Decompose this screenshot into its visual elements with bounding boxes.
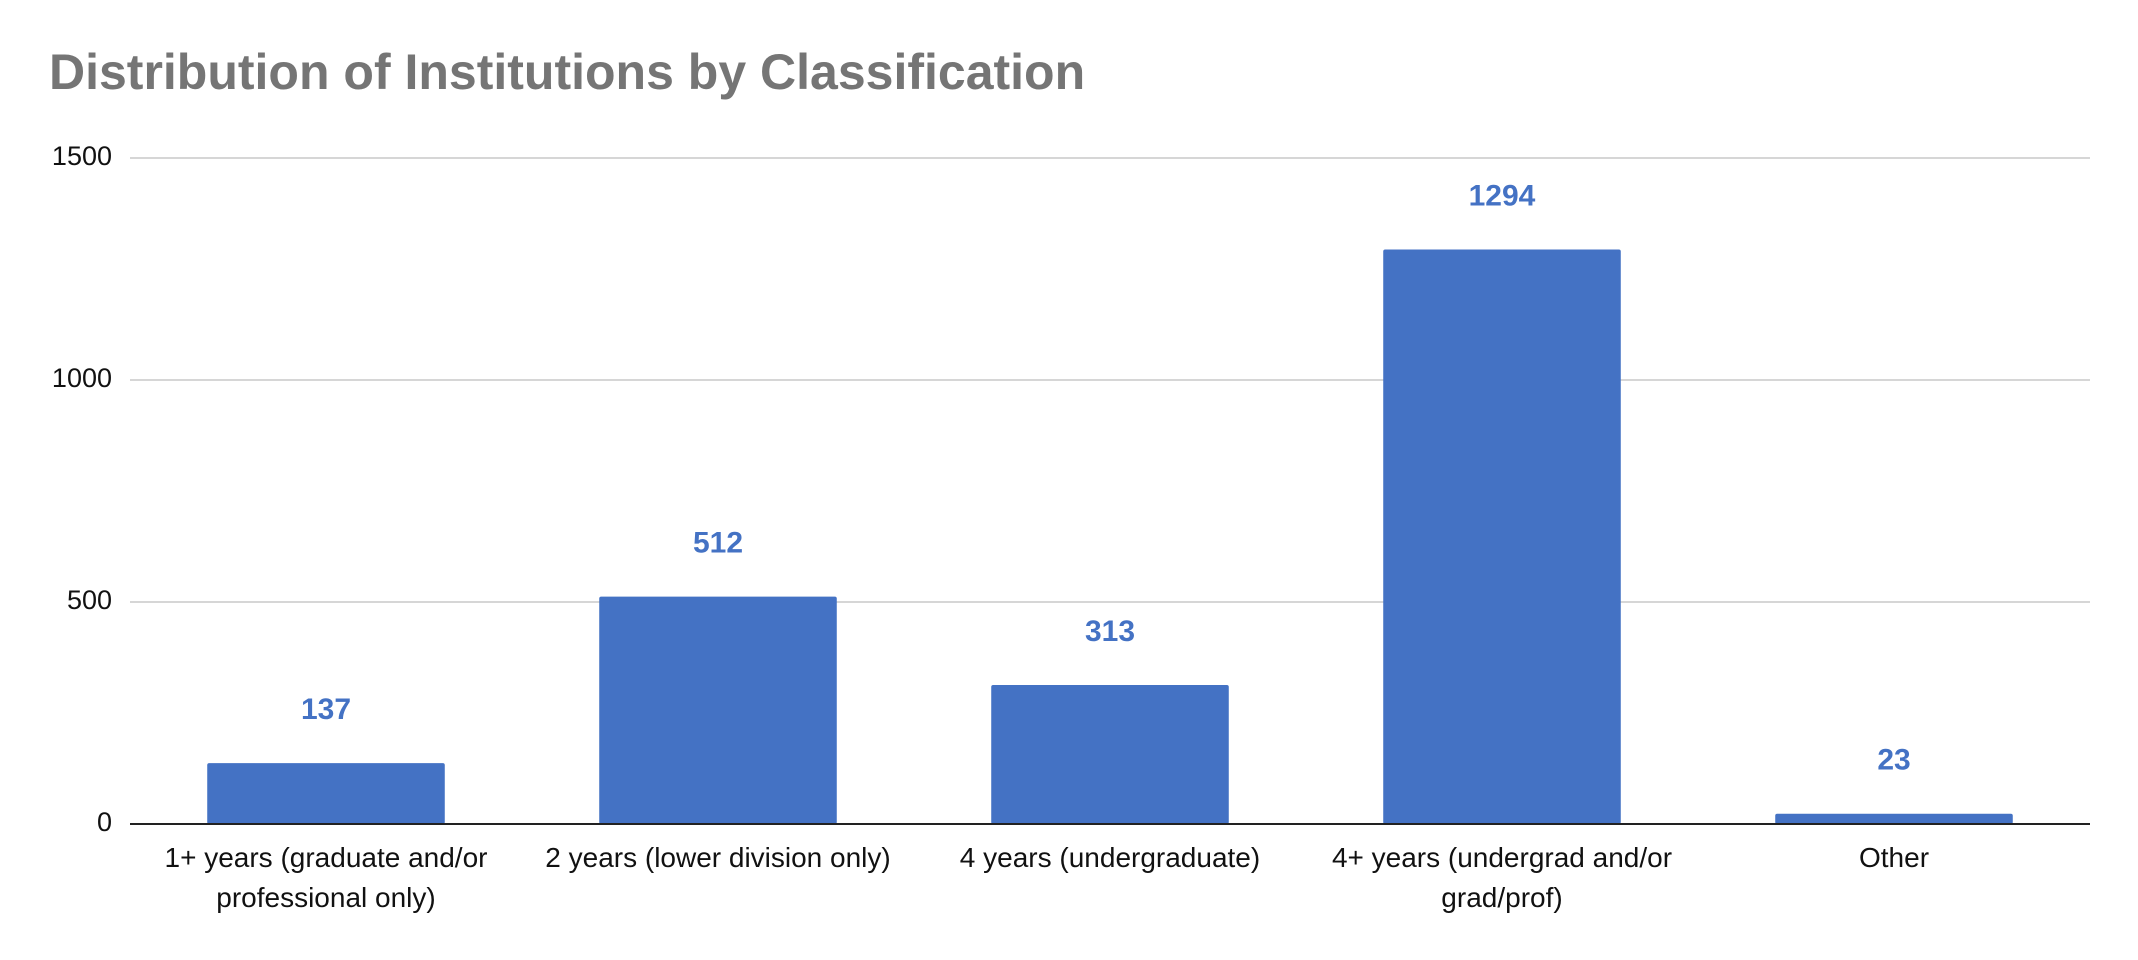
x-tick-label: 2 years (lower division only) (545, 842, 891, 873)
value-label: 313 (1085, 615, 1135, 648)
bar (207, 763, 445, 824)
y-tick-label: 0 (97, 807, 112, 837)
value-label: 1294 (1469, 179, 1536, 212)
y-tick-label: 500 (67, 585, 112, 615)
bar (991, 685, 1229, 824)
chart-title: Distribution of Institutions by Classifi… (49, 44, 1085, 100)
x-tick-label: 4 years (undergraduate) (959, 842, 1261, 873)
bar (1775, 813, 2013, 824)
x-tick-label: Other (1858, 842, 1930, 873)
bar (1383, 249, 1621, 825)
x-tick-label: 4+ years (undergrad and/or grad/prof) (1331, 842, 1673, 913)
value-label: 137 (301, 693, 351, 726)
value-label: 512 (693, 527, 743, 560)
y-tick-label: 1500 (52, 141, 112, 171)
y-tick-label: 1000 (52, 363, 112, 393)
bar (599, 596, 837, 824)
x-tick-label: 1+ years (graduate and/or professional o… (164, 842, 488, 913)
value-label: 23 (1877, 744, 1910, 777)
